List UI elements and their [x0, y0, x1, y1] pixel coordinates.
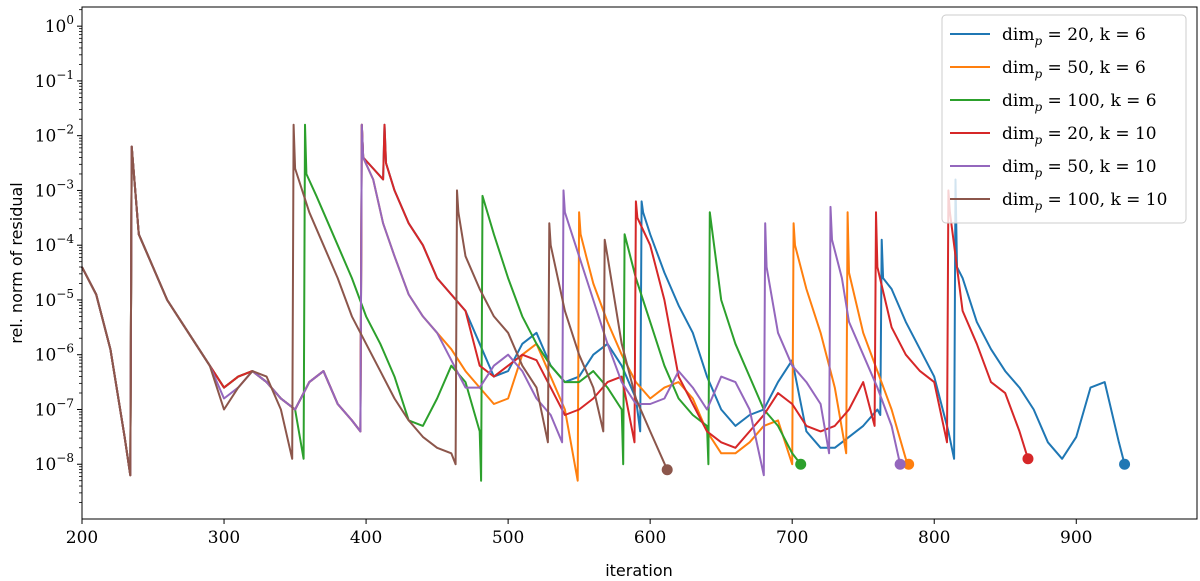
x-tick-label: 400 [350, 528, 382, 548]
legend-label: dimp = 100, k = 10 [1002, 190, 1167, 213]
y-tick-label: 10−2 [35, 123, 74, 147]
legend-label: dimp = 50, k = 6 [1002, 58, 1146, 81]
end-markers [661, 453, 1131, 476]
series-end-marker-6 [661, 464, 673, 476]
x-axis-label: iteration [605, 561, 673, 580]
legend-label: dimp = 20, k = 6 [1002, 25, 1146, 48]
series-end-marker-5 [894, 458, 906, 470]
y-tick-label: 10−7 [35, 396, 74, 420]
y-tick-label: 10−8 [35, 451, 74, 475]
legend-box [941, 14, 1187, 224]
x-tick-label: 300 [208, 528, 240, 548]
series-end-marker-1 [1119, 458, 1131, 470]
x-tick-label: 600 [634, 528, 666, 548]
y-tick-label: 10−5 [35, 287, 74, 311]
series-line-4 [81, 123, 1029, 477]
series-end-marker-4 [1022, 453, 1034, 465]
legend: dimp = 20, k = 6 dimp = 50, k = 6 dimp = 1… [941, 14, 1187, 224]
x-tick-label: 700 [776, 528, 808, 548]
y-tick-label: 10−4 [35, 232, 75, 256]
x-tick-label: 800 [918, 528, 950, 548]
y-tick-label: 10−1 [35, 68, 74, 92]
series-line-5 [81, 123, 902, 477]
y-tick-label: 10−6 [35, 342, 74, 366]
legend-label: dimp = 50, k = 10 [1002, 157, 1157, 180]
y-tick-label: 100 [45, 13, 74, 37]
y-axis-ticks: 100 10−1 10−2 10−3 10−4 10−5 10−6 10−7 10−8 [35, 9, 82, 503]
y-axis-label: rel. norm of residual [7, 182, 26, 344]
legend-label: dimp = 20, k = 10 [1002, 124, 1157, 147]
plot-frame [81, 6, 1198, 520]
series-end-marker-2 [903, 458, 915, 470]
x-tick-label: 900 [1060, 528, 1092, 548]
series-end-marker-3 [795, 458, 807, 470]
x-axis-ticks: 200 300 400 500 600 700 800 900 [66, 519, 1092, 548]
series-line-6 [81, 123, 669, 477]
x-tick-label: 500 [492, 528, 524, 548]
x-tick-label: 200 [66, 528, 98, 548]
legend-label: dimp = 100, k = 6 [1002, 91, 1157, 114]
y-tick-label: 10−3 [35, 177, 74, 201]
series-layer [81, 123, 1126, 482]
